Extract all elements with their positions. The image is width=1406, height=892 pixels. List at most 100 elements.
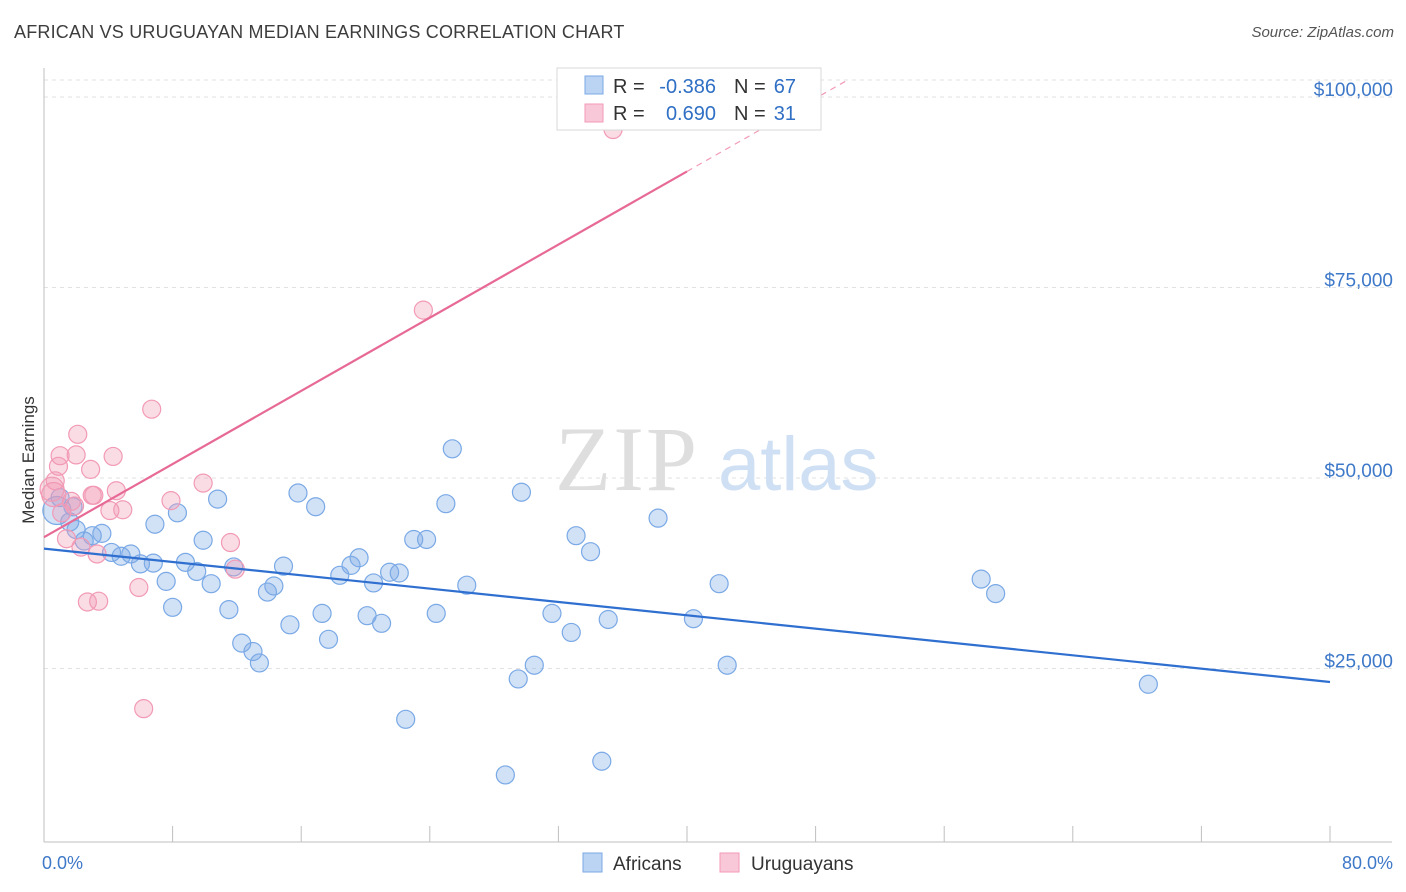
africans-point	[508, 669, 528, 689]
africans-point	[208, 489, 228, 509]
uruguayans-point	[64, 496, 85, 516]
africans-point	[561, 622, 581, 643]
africans-point	[280, 615, 300, 635]
uruguayans-trend-line	[43, 170, 688, 539]
trend-lines	[43, 79, 1331, 684]
africans-point	[273, 556, 294, 576]
africans-point	[971, 569, 991, 589]
africans-point	[542, 603, 562, 624]
axes	[43, 68, 1392, 843]
africans-point	[396, 709, 416, 729]
legend-n-value-uruguayans: 31	[774, 103, 796, 125]
legend-n-value-africans: 67	[774, 76, 796, 98]
series-legend-swatch-africans	[582, 852, 603, 873]
africans-point	[156, 571, 176, 591]
uruguayans-point	[220, 532, 241, 553]
africans-point	[986, 583, 1006, 604]
uruguayans-point	[68, 424, 88, 444]
legend-r-label-africans: R =	[613, 76, 645, 98]
africans-point	[648, 508, 668, 528]
africans-point	[201, 574, 221, 594]
africans-point	[592, 751, 612, 771]
y-tick-label-50000: $50,000	[1324, 461, 1393, 482]
africans-trend-line	[43, 547, 1331, 684]
legend-r-value-uruguayans: 0.690	[666, 103, 716, 125]
africans-point	[349, 548, 369, 568]
africans-point	[495, 765, 515, 785]
uruguayans-point	[50, 446, 70, 466]
uruguayans-point	[113, 500, 133, 520]
uruguayans-point	[413, 300, 433, 320]
africans-point	[457, 575, 477, 595]
y-tick-label-25000: $25,000	[1324, 652, 1393, 673]
africans-point	[717, 655, 737, 675]
series-legend: Africans Uruguayans	[582, 852, 853, 875]
uruguayans-point	[56, 529, 77, 549]
x-tick-label-min: 0.0%	[42, 853, 83, 873]
africans-point	[598, 609, 618, 630]
africans-point	[442, 439, 462, 459]
uruguayans-point	[84, 485, 104, 505]
series-legend-label-uruguayans: Uruguayans	[751, 854, 853, 875]
africans-point	[436, 494, 456, 514]
watermark-atlas: atlas	[718, 422, 879, 507]
africans-point	[566, 526, 586, 546]
series-legend-swatch-uruguayans	[719, 852, 740, 873]
uruguayans-point	[66, 445, 86, 465]
africans-point	[187, 561, 207, 582]
y-tick-labels: $25,000 $50,000 $75,000 $100,000	[1314, 80, 1393, 673]
y-tick-label-75000: $75,000	[1324, 271, 1393, 292]
africans-point	[683, 609, 704, 629]
legend-swatch-africans	[584, 75, 604, 95]
y-tick-label-100000: $100,000	[1314, 80, 1393, 101]
uruguayans-point	[161, 491, 181, 511]
africans-point	[341, 555, 361, 575]
africans-point	[524, 655, 544, 675]
y-axis-label: Median Earnings	[19, 396, 38, 524]
africans-point	[312, 603, 332, 624]
watermark-zip: ZIP	[555, 408, 699, 510]
africans-point	[145, 514, 165, 534]
africans-point	[219, 599, 239, 620]
chart-title: AFRICAN VS URUGUAYAN MEDIAN EARNINGS COR…	[14, 22, 625, 42]
uruguayans-point	[129, 577, 149, 598]
africans-point	[249, 653, 270, 673]
africans-point	[163, 597, 183, 617]
africans-point	[380, 562, 400, 582]
africans-point	[709, 574, 729, 594]
uruguayans-point	[142, 399, 162, 419]
data-points	[39, 119, 1158, 785]
africans-point	[1138, 674, 1158, 694]
africans-point	[143, 553, 163, 573]
africans-point	[511, 482, 532, 502]
uruguayans-point	[89, 591, 109, 611]
africans-point	[288, 483, 308, 503]
x-tick-label-max: 80.0%	[1342, 853, 1393, 873]
africans-point	[264, 576, 284, 596]
africans-point	[416, 529, 437, 550]
uruguayans-point	[81, 459, 101, 479]
africans-point	[193, 530, 213, 550]
uruguayans-point	[103, 446, 123, 467]
series-legend-label-africans: Africans	[613, 854, 682, 875]
africans-point	[371, 613, 392, 633]
source-label: Source: ZipAtlas.com	[1251, 24, 1394, 41]
africans-point	[580, 542, 601, 562]
correlation-legend: R = -0.386 N = 67 R = 0.690 N = 31	[556, 67, 822, 131]
uruguayans-point	[193, 473, 213, 493]
africans-point	[243, 641, 263, 662]
legend-n-label-africans: N =	[734, 76, 766, 98]
africans-point	[306, 497, 326, 517]
watermark: ZIP atlas	[555, 408, 879, 510]
legend-n-label-uruguayans: N =	[734, 103, 766, 125]
africans-point	[318, 629, 339, 649]
africans-point	[92, 523, 112, 543]
uruguayans-point	[134, 699, 154, 719]
africans-point	[389, 563, 409, 583]
uruguayans-point	[45, 471, 65, 491]
legend-r-value-africans: -0.386	[659, 76, 716, 98]
legend-swatch-uruguayans	[584, 103, 604, 123]
legend-r-label-uruguayans: R =	[613, 103, 645, 125]
africans-point	[167, 503, 188, 523]
